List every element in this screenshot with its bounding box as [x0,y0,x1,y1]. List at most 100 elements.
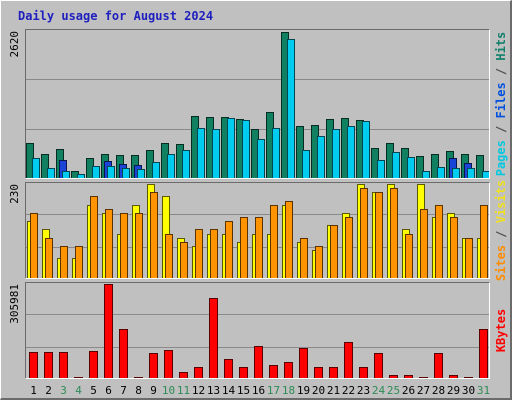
x-tick-label: 30 [462,384,475,397]
bar-sites-day-6 [105,209,113,279]
x-tick-label: 29 [447,384,460,397]
bar-sites-day-12 [195,229,203,279]
bar-pages-day-8 [137,169,145,179]
x-tick-label: 10 [162,384,175,397]
x-tick-label: 20 [312,384,325,397]
x-tick-label: 14 [222,384,236,397]
y-tick-label: 305981 [8,284,21,324]
bar-pages-day-10 [167,154,175,179]
x-tick-label: 19 [297,384,310,397]
bar-pages-day-1 [32,158,40,179]
x-tick-label: 9 [150,384,157,397]
x-tick-label: 1 [30,384,37,397]
bar-sites-day-21 [330,225,338,279]
plot-border-shadow [25,282,490,379]
x-tick-label: 15 [237,384,250,397]
x-tick-label: 8 [135,384,142,397]
bar-sites-day-15 [240,217,248,279]
bar-sites-day-25 [390,188,398,279]
bar-sites-day-2 [45,238,53,279]
bar-pages-day-7 [122,168,130,179]
bar-kbytes-day-12 [194,367,203,379]
legend-item: / [494,223,508,245]
bar-pages-day-22 [347,126,355,179]
bar-sites-day-29 [450,217,458,279]
bar-sites-day-24 [375,192,383,279]
bar-kbytes-day-1 [29,352,38,379]
bar-sites-day-26 [405,234,413,279]
plot-border-shadow [25,29,490,179]
bar-kbytes-day-20 [314,367,323,379]
bar-sites-day-20 [315,246,323,279]
panel-pages-files-hits: 2620 Pages / Files / Hits [8,29,508,179]
bar-pages-day-17 [272,128,280,179]
y-tick-label: 230 [8,184,21,204]
x-tick-label: 27 [417,384,430,397]
bar-kbytes-day-14 [224,359,233,379]
legend-item: KBytes [494,309,508,352]
panel-visits-sites: 230 Sites / Visits [8,180,508,281]
x-tick-label: 17 [267,384,280,397]
bar-sites-day-5 [90,196,98,279]
bar-kbytes-day-10 [164,350,173,379]
bar-sites-day-28 [435,205,443,279]
bar-kbytes-day-6 [104,284,113,379]
x-tick-label: 6 [105,384,112,397]
bar-pages-day-26 [407,157,415,179]
legend-item: Visits [494,180,508,223]
bar-sites-day-9 [150,192,158,279]
bar-kbytes-day-7 [119,329,128,379]
bar-sites-day-22 [345,217,353,279]
bar-pages-day-27 [422,171,430,179]
bar-kbytes-day-24 [374,353,383,379]
bar-sites-day-27 [420,209,428,279]
bar-pages-day-31 [482,171,490,179]
bar-sites-day-10 [165,234,173,279]
legend-visits-sites: Sites / Visits [494,180,508,281]
x-tick-label: 18 [282,384,295,397]
bar-kbytes-day-22 [344,342,353,379]
bar-pages-day-30 [467,168,475,179]
bar-kbytes-day-5 [89,351,98,379]
bar-kbytes-day-17 [269,365,278,379]
legend-item: Hits [494,32,508,61]
bar-kbytes-day-21 [329,367,338,379]
x-tick-label: 24 [372,384,386,397]
panel-kbytes: 305981 KBytes [8,282,508,379]
bar-pages-day-4 [77,174,85,179]
bar-sites-day-7 [120,213,128,279]
bar-pages-day-2 [47,168,55,179]
legend-item: Sites [494,245,508,281]
bar-pages-day-9 [152,162,160,179]
bar-kbytes-day-9 [149,353,158,379]
bar-pages-day-19 [302,150,310,179]
plot-border-light [25,29,490,179]
bar-sites-day-17 [270,205,278,279]
bar-pages-day-23 [362,121,370,179]
bar-pages-day-21 [332,129,340,179]
x-tick-label: 3 [60,384,67,397]
bar-pages-day-24 [377,160,385,179]
bar-sites-day-14 [225,221,233,279]
x-tick-label: 7 [120,384,127,397]
bar-sites-day-13 [210,229,218,279]
legend-item: / [494,61,508,83]
bar-pages-day-29 [452,168,460,179]
bar-kbytes-day-31 [479,329,488,379]
y-tick-label: 2620 [8,31,21,58]
x-tick-label: 28 [432,384,445,397]
bar-pages-day-11 [182,150,190,179]
bar-pages-day-14 [227,118,235,179]
x-tick-label: 26 [402,384,415,397]
plot-border-light [25,182,490,279]
bar-pages-day-20 [317,136,325,179]
bar-pages-day-12 [197,128,205,179]
bar-kbytes-day-16 [254,346,263,379]
legend-kbytes: KBytes [494,309,508,352]
legend-item: / [494,118,508,140]
bar-kbytes-day-3 [59,352,68,379]
chart-title: Daily usage for August 2024 [18,9,213,23]
bar-sites-day-31 [480,205,488,279]
bar-kbytes-day-2 [44,352,53,379]
